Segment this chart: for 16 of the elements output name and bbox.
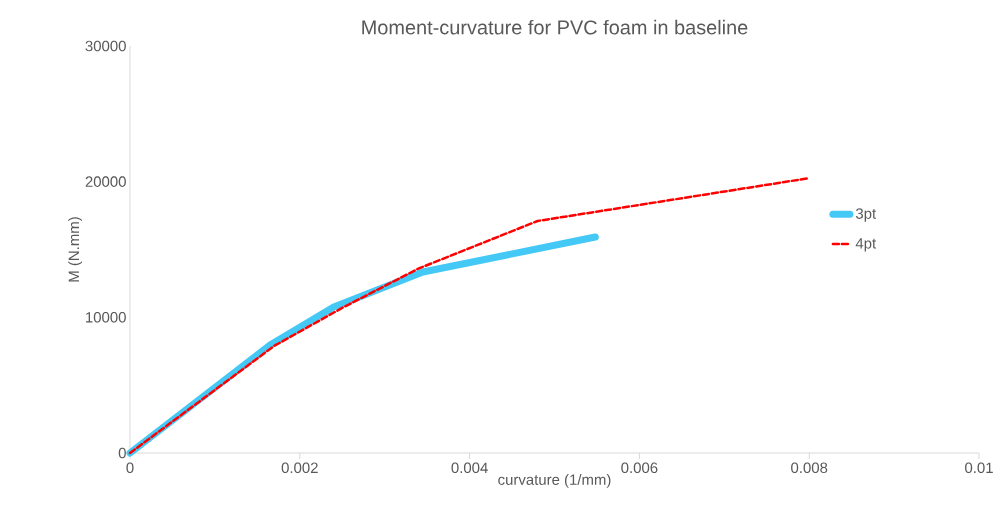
y-tick-label: 30000: [85, 40, 126, 52]
line-series: [128, 176, 811, 455]
chart-title: Moment-curvature for PVC foam in baseline: [362, 19, 748, 35]
y-tick-label: 0: [118, 447, 126, 459]
legend-label: 3pt: [855, 208, 877, 222]
y-tick-label: 10000: [86, 312, 126, 323]
x-axis-title: curvature (1/mm): [498, 473, 611, 488]
legend-label: 4pt: [855, 238, 877, 252]
x-tick-label: 0.006: [621, 462, 658, 474]
x-tick-label: 0: [126, 462, 134, 474]
x-tick-label: 0.01: [965, 462, 993, 474]
x-tick-label: 0.004: [451, 462, 488, 474]
x-tick-label: 0.008: [791, 462, 828, 474]
x-tick-label: 0.002: [281, 462, 318, 474]
y-tick-label: 20000: [85, 176, 126, 187]
y-axis-title: M (N.mm): [68, 217, 83, 282]
